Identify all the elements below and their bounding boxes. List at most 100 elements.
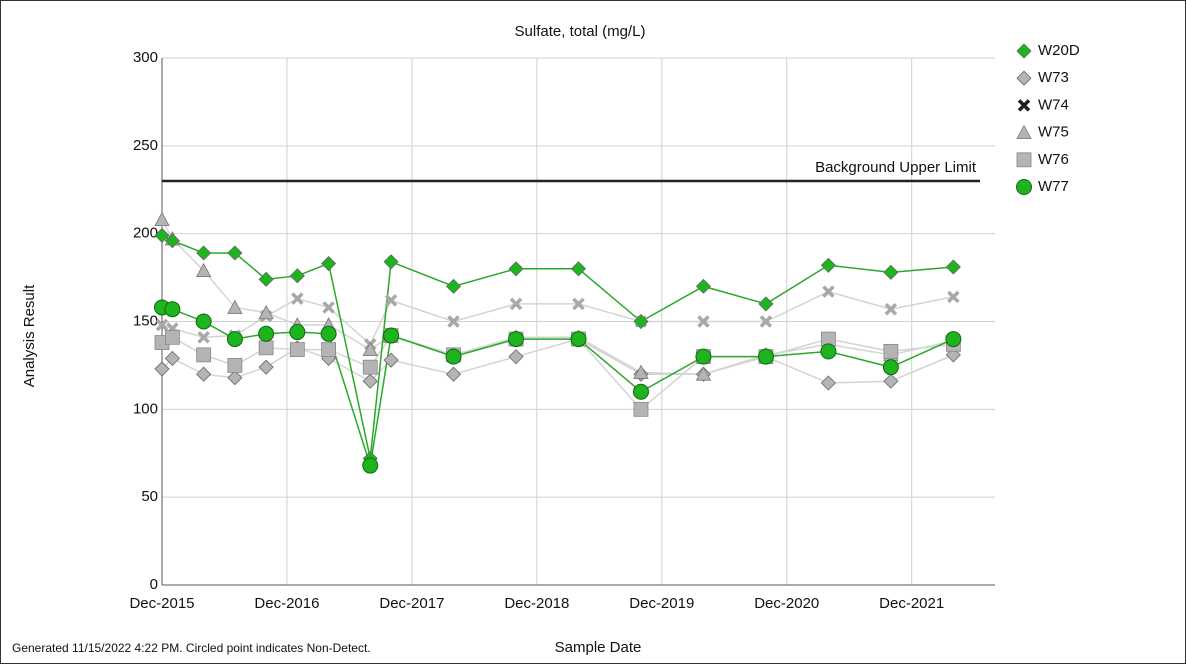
marker [445, 348, 462, 365]
marker [384, 294, 398, 307]
marker [258, 325, 275, 342]
marker [164, 233, 180, 249]
marker [258, 340, 274, 356]
y-tick-label: 200 [133, 225, 158, 242]
marker [697, 315, 710, 328]
marker [291, 292, 304, 305]
marker [226, 331, 243, 348]
marker [820, 375, 836, 391]
marker [227, 370, 243, 386]
y-tick-label: 250 [133, 137, 158, 154]
marker [1016, 179, 1032, 195]
x-tick-label: Dec-2015 [129, 595, 194, 612]
marker [258, 271, 274, 287]
marker [695, 348, 712, 365]
chart-title: Sulfate, total (mg/L) [515, 23, 646, 40]
marker [362, 457, 379, 474]
marker [822, 285, 835, 298]
marker [154, 227, 170, 243]
x-axis-label: Sample Date [555, 639, 642, 656]
marker [633, 364, 649, 379]
marker [227, 358, 243, 373]
marker [820, 343, 837, 360]
legend-label: W20D [1038, 42, 1080, 59]
marker [1016, 152, 1032, 168]
marker [289, 342, 305, 358]
marker [165, 329, 180, 345]
marker [164, 350, 180, 366]
marker [945, 331, 962, 348]
y-tick-label: 0 [150, 576, 158, 593]
marker [883, 343, 899, 359]
y-tick-label: 300 [133, 49, 158, 66]
marker [758, 296, 774, 312]
marker [383, 327, 400, 344]
x-tick-label: Dec-2021 [879, 595, 944, 612]
marker [289, 268, 305, 284]
legend-label: W77 [1038, 178, 1069, 195]
y-tick-label: 50 [141, 488, 158, 505]
marker [633, 313, 649, 330]
marker [289, 324, 306, 341]
marker [884, 302, 898, 316]
marker [321, 255, 337, 272]
marker [197, 331, 210, 344]
legend-label: W76 [1038, 151, 1069, 168]
marker [508, 331, 525, 348]
marker [1017, 99, 1031, 112]
marker [258, 304, 274, 320]
marker [447, 315, 460, 328]
marker [362, 359, 378, 375]
x-tick-label: Dec-2017 [379, 595, 444, 612]
marker [320, 325, 337, 342]
marker [570, 331, 587, 348]
marker [196, 347, 212, 363]
marker [227, 299, 243, 314]
y-tick-label: 150 [133, 312, 158, 329]
marker [820, 257, 836, 273]
marker [757, 348, 774, 365]
marker [321, 342, 337, 358]
marker [632, 383, 649, 400]
y-axis-label: Analysis Result [21, 284, 38, 387]
marker [154, 361, 170, 377]
marker [322, 301, 335, 314]
marker [258, 359, 274, 375]
marker [509, 297, 523, 311]
marker [882, 359, 899, 376]
marker [155, 318, 169, 332]
marker [572, 297, 585, 311]
marker [383, 352, 399, 368]
marker [633, 401, 649, 417]
marker [362, 341, 378, 357]
marker [759, 315, 773, 328]
legend-label: W74 [1038, 96, 1069, 113]
x-tick-label: Dec-2019 [629, 595, 694, 612]
reference-label: Background Upper Limit [815, 159, 977, 176]
x-tick-label: Dec-2016 [254, 595, 319, 612]
marker [196, 366, 212, 382]
marker [154, 211, 170, 227]
legend-label: W75 [1038, 124, 1069, 141]
y-tick-label: 100 [133, 400, 158, 417]
marker [362, 373, 378, 389]
x-tick-label: Dec-2020 [754, 595, 819, 612]
marker [445, 366, 462, 382]
marker [570, 261, 587, 277]
marker [195, 313, 212, 330]
marker [883, 373, 899, 389]
legend-label: W73 [1038, 69, 1069, 86]
footnote: Generated 11/15/2022 4:22 PM. Circled po… [12, 641, 371, 655]
marker [196, 245, 212, 261]
marker [695, 366, 712, 381]
marker [947, 290, 960, 304]
marker [508, 261, 524, 277]
marker [195, 262, 212, 277]
x-tick-label: Dec-2018 [504, 595, 569, 612]
marker [383, 254, 399, 270]
marker [508, 349, 524, 365]
marker [945, 259, 961, 275]
marker [227, 245, 243, 261]
